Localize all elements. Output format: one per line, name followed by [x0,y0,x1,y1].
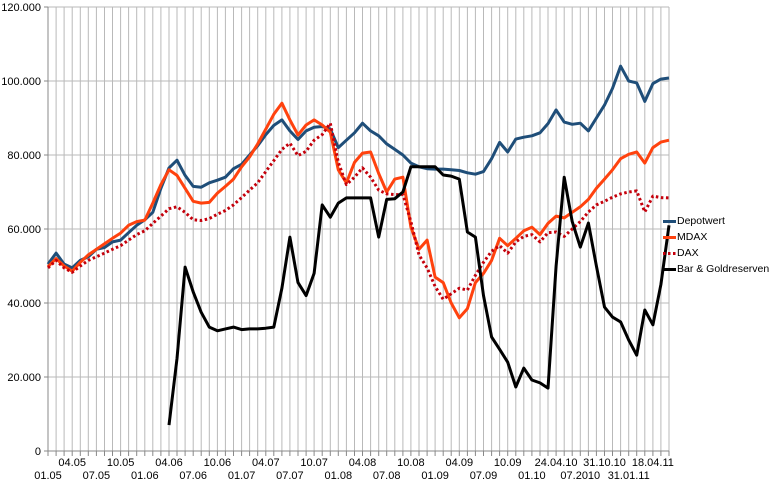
x-axis-label: 01.06 [131,470,159,482]
x-axis-label: 31.10.10 [583,457,626,469]
x-axis-label: 01.08 [325,470,353,482]
y-axis-label: 80.000 [7,150,41,162]
x-axis-label: 10.07 [300,457,328,469]
x-axis-label: 10.05 [107,457,135,469]
x-axis-label: 10.08 [397,457,425,469]
bar-goldreserven-line-swatch [663,267,676,271]
x-axis-label: 01.07 [228,470,256,482]
x-axis-label: 07.2010 [560,470,600,482]
series-line-dax [46,121,670,301]
x-axis-label: 07.07 [276,470,304,482]
x-axis-label: 04.08 [349,457,377,469]
y-axis-label: 100.000 [1,76,41,88]
legend-item-depotwert: Depotwert [663,213,769,229]
dax-line-swatch [663,251,676,255]
legend-label-bar-goldreserven: Bar & Goldreserven [677,263,770,275]
y-axis-label: 40.000 [7,298,41,310]
y-axis-label: 0 [35,446,41,458]
x-axis-label: 01.09 [421,470,449,482]
x-axis-label: 04.05 [58,457,86,469]
depotwert-line-swatch [663,219,676,223]
legend-label-depotwert: Depotwert [677,215,725,227]
x-axis-label: 07.05 [83,470,111,482]
x-axis-label: 07.08 [373,470,401,482]
y-axis-label: 60.000 [7,224,41,236]
x-axis-label: 04.09 [446,457,474,469]
legend-item-mdax: MDAX [663,229,769,245]
y-axis-label: 20.000 [7,372,41,384]
x-axis-label: 01.05 [34,470,62,482]
x-axis-label: 10.06 [204,457,232,469]
x-axis-label: 07.06 [179,470,207,482]
series-line-mdax [46,101,670,320]
x-axis-label: 10.09 [494,457,522,469]
legend-label-mdax: MDAX [677,231,708,243]
x-axis-label: 24.04.10 [535,457,578,469]
x-axis-label: 04.06 [155,457,183,469]
x-axis-label: 31.01.11 [608,470,650,482]
y-axis-label: 120.000 [1,2,41,14]
legend-label-dax: DAX [677,247,699,259]
x-axis-label: 04.07 [252,457,280,469]
legend-item-bar-goldreserven: Bar & Goldreserven [663,261,769,277]
series-line-bar-goldreserven [167,165,671,426]
x-axis-label: 01.10 [518,470,546,482]
series-line-depotwert [46,64,670,270]
x-axis-label: 07.09 [470,470,498,482]
x-axis-label: 18.04.11 [632,457,674,469]
mdax-line-swatch [663,235,676,239]
legend: Depotwert MDAX DAX Bar & Goldreserven [663,213,769,277]
legend-item-dax: DAX [663,245,769,261]
